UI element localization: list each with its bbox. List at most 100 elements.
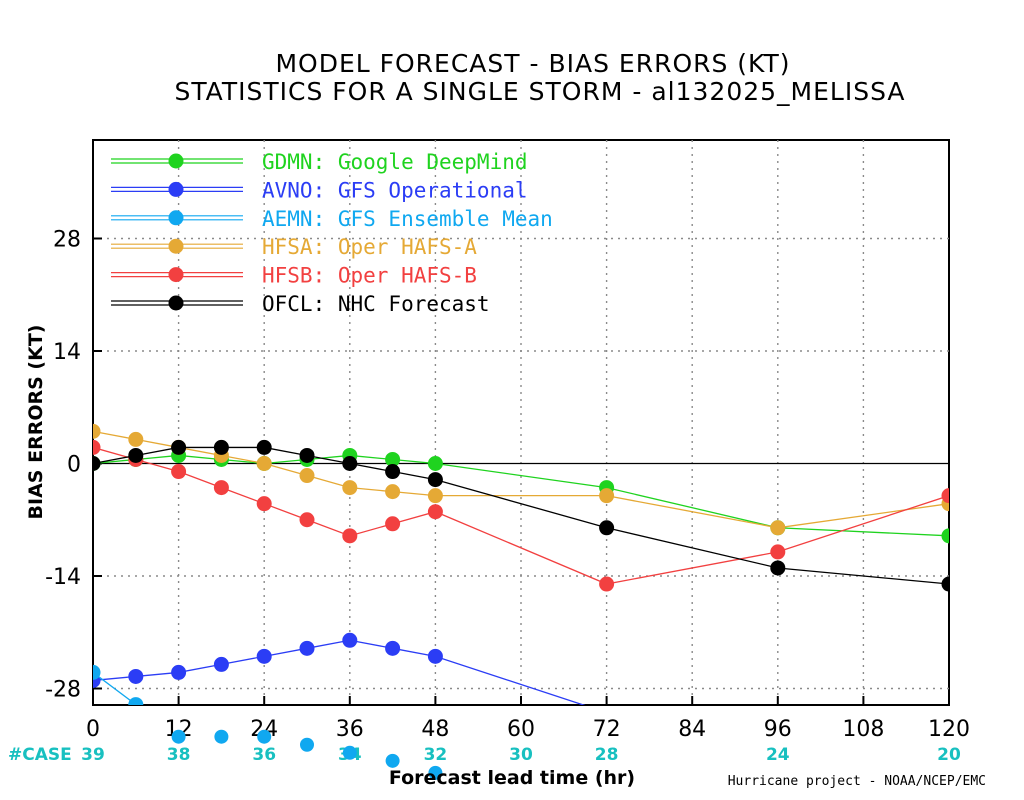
data-point-hfsa [770, 520, 786, 536]
grid-layer [93, 140, 949, 705]
legend-label-hfsb: HFSB: Oper HAFS-B [262, 264, 477, 288]
x-tick-label: 96 [764, 717, 792, 742]
y-tick-label: -14 [45, 565, 81, 590]
x-tick-label: 60 [507, 717, 535, 742]
case-count: 32 [424, 745, 448, 765]
data-point-ofcl [770, 560, 786, 576]
legend-label-aemn: AEMN: GFS Ensemble Mean [262, 207, 553, 231]
case-count: 38 [167, 745, 191, 765]
data-point-avno [342, 632, 358, 648]
data-point-ofcl [599, 520, 615, 536]
data-point-ofcl [941, 576, 949, 592]
data-point-hfsa [342, 480, 358, 496]
legend-marker-ofcl [168, 295, 184, 311]
y-axis-label: BIAS ERRORS (KT) [25, 325, 47, 520]
data-point-gdmn [941, 528, 949, 544]
case-count: 20 [937, 745, 961, 765]
x-tick-label: 108 [842, 717, 884, 742]
legend-label-ofcl: OFCL: NHC Forecast [262, 292, 490, 316]
chart-subtitle: STATISTICS FOR A SINGLE STORM - al132025… [174, 77, 905, 106]
data-point-aemn-outside [428, 765, 443, 780]
y-tick-label: 28 [53, 228, 81, 253]
data-point-hfsa [299, 468, 315, 484]
legend-label-gdmn: GDMN: Google DeepMind [262, 150, 528, 174]
case-count: 30 [509, 745, 533, 765]
data-point-aemn-outside [214, 729, 229, 744]
data-point-ofcl [385, 464, 401, 480]
data-point-hfsb [171, 464, 187, 480]
x-tick-label: 48 [421, 717, 449, 742]
data-point-hfsb [599, 576, 615, 592]
data-point-ofcl [342, 456, 358, 471]
x-tick-label: 0 [86, 717, 100, 742]
legend-marker-avno [168, 181, 184, 197]
data-point-hfsb [342, 528, 358, 544]
data-point-avno [256, 648, 272, 664]
data-point-aemn [128, 697, 144, 705]
data-point-ofcl [299, 447, 315, 463]
data-point-avno [128, 668, 144, 684]
y-tick-label: 14 [53, 340, 81, 365]
data-point-aemn [93, 664, 101, 680]
x-tick-label: 72 [593, 717, 621, 742]
legend-marker-hfsb [168, 267, 184, 283]
data-point-hfsb [385, 516, 401, 532]
data-point-ofcl [128, 447, 144, 463]
data-point-ofcl [256, 439, 272, 455]
x-tick-label: 84 [678, 717, 706, 742]
data-point-hfsa [599, 488, 615, 504]
case-count: 28 [595, 745, 619, 765]
data-point-avno [427, 648, 443, 664]
data-point-hfsa [427, 488, 443, 504]
case-counts: #CASE393836343230282420 [8, 729, 961, 780]
x-tick-label: 36 [336, 717, 364, 742]
series-line-avno [93, 639, 586, 705]
data-point-hfsa [93, 423, 101, 439]
series-line-ofcl [93, 446, 949, 585]
data-point-ofcl [213, 439, 229, 455]
data-point-hfsb [299, 512, 315, 528]
data-point-aemn-outside [342, 745, 357, 760]
data-point-aemn-outside [171, 729, 186, 744]
data-point-hfsb [213, 480, 229, 496]
case-row-label: #CASE [8, 745, 72, 765]
data-point-hfsb [427, 504, 443, 520]
data-point-aemn-outside [257, 729, 272, 744]
legend-label-avno: AVNO: GFS Operational [262, 178, 528, 202]
case-count: 24 [766, 745, 790, 765]
legend-marker-hfsa [168, 238, 184, 254]
data-point-ofcl [93, 456, 101, 471]
data-point-avno [213, 656, 229, 672]
data-point-hfsa [385, 484, 401, 500]
y-tick-label: 0 [67, 453, 81, 478]
series-layer [93, 423, 949, 705]
data-point-hfsb [93, 439, 101, 455]
legend-marker-aemn [168, 210, 184, 226]
data-point-hfsa [128, 431, 144, 447]
data-point-avno [385, 640, 401, 656]
data-point-hfsb [256, 496, 272, 512]
data-point-hfsb [770, 544, 786, 560]
data-point-ofcl [171, 439, 187, 455]
credit-text: Hurricane project - NOAA/NCEP/EMC [728, 774, 986, 789]
x-axis-label: Forecast lead time (hr) [389, 767, 635, 789]
data-point-avno [299, 640, 315, 656]
data-point-aemn-outside [385, 753, 400, 768]
legend-label-hfsa: HFSA: Oper HAFS-A [262, 235, 477, 259]
data-point-hfsb [941, 488, 949, 504]
data-point-avno [171, 664, 187, 680]
y-tick-label: -28 [45, 678, 81, 703]
legend-marker-gdmn [168, 153, 184, 169]
data-point-aemn-outside [300, 737, 314, 752]
data-point-gdmn [385, 451, 401, 467]
case-count: 39 [81, 745, 105, 765]
data-point-ofcl [427, 472, 443, 488]
case-count: 36 [252, 745, 276, 765]
data-point-hfsa [256, 456, 272, 471]
data-point-gdmn [427, 456, 443, 471]
chart-title: MODEL FORECAST - BIAS ERRORS (KT) [275, 49, 790, 78]
legend: GDMN: Google DeepMind AVNO: GFS Operation… [111, 150, 553, 316]
series-line-hfsb [93, 446, 949, 585]
